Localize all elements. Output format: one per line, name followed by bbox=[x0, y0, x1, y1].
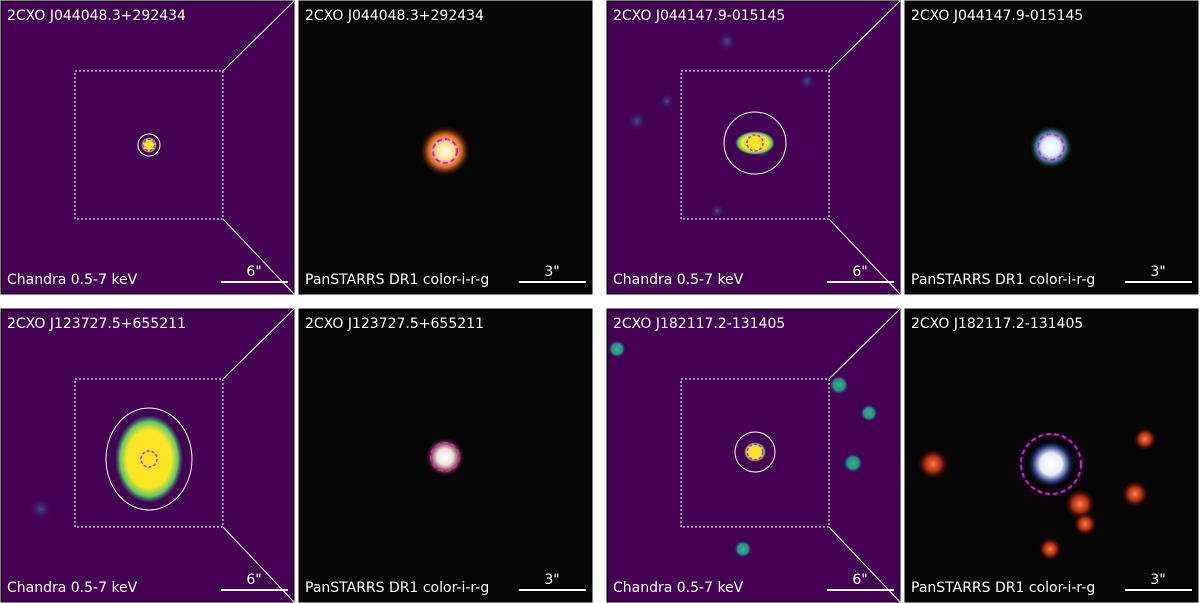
scale-label: 3" bbox=[544, 264, 559, 280]
faint-source bbox=[860, 404, 878, 422]
optical-position bbox=[746, 134, 764, 152]
panel-title: 2CXO J182117.2-131405 bbox=[613, 316, 785, 332]
faint-source bbox=[829, 375, 849, 395]
scale-label: 6" bbox=[246, 572, 261, 588]
faint-source bbox=[709, 203, 725, 219]
xray-position bbox=[432, 138, 458, 164]
image-panel: 2CXO J044147.9-015145 PanSTARRS DR1 color… bbox=[904, 0, 1199, 295]
panel-caption: PanSTARRS DR1 color-i-r-g bbox=[911, 272, 1095, 288]
xray-position bbox=[1020, 433, 1082, 495]
image-panel: 2CXO J123727.5+655211 Chandra 0.5-7 keV 6" bbox=[0, 308, 295, 603]
background-source bbox=[1073, 512, 1097, 536]
zoom-line bbox=[828, 0, 901, 72]
zoom-line bbox=[222, 308, 295, 380]
image-panel: 2CXO J044048.3+292434 Chandra 0.5-7 keV 6" bbox=[0, 0, 295, 295]
panel-caption: PanSTARRS DR1 color-i-r-g bbox=[305, 580, 489, 596]
panel-title: 2CXO J044048.3+292434 bbox=[305, 8, 484, 24]
zoom-line bbox=[828, 308, 901, 380]
source-region bbox=[734, 431, 776, 473]
xray-position bbox=[430, 442, 460, 472]
panel-caption: Chandra 0.5-7 keV bbox=[7, 272, 138, 288]
faint-source bbox=[717, 31, 737, 51]
source-blob bbox=[735, 131, 775, 155]
source-region bbox=[105, 407, 193, 511]
image-panel: 2CXO J182117.2-131405 Chandra 0.5-7 keV 6" bbox=[606, 308, 901, 603]
zoom-line bbox=[222, 0, 295, 72]
faint-source bbox=[798, 72, 816, 90]
panel-title: 2CXO J044147.9-015145 bbox=[613, 8, 785, 24]
scale-label: 3" bbox=[1150, 572, 1165, 588]
panel-caption: Chandra 0.5-7 keV bbox=[613, 580, 744, 596]
xray-position bbox=[1037, 133, 1065, 161]
zoom-box bbox=[74, 378, 224, 528]
scale-label: 3" bbox=[1150, 264, 1165, 280]
optical-position bbox=[746, 443, 764, 461]
zoom-box bbox=[74, 70, 224, 220]
image-panel: 2CXO J044048.3+292434 PanSTARRS DR1 color… bbox=[298, 0, 593, 295]
image-panel: 2CXO J044147.9-015145 Chandra 0.5-7 keV 6" bbox=[606, 0, 901, 295]
panel-title: 2CXO J044048.3+292434 bbox=[7, 8, 186, 24]
background-source bbox=[1064, 488, 1096, 520]
scale-label: 6" bbox=[246, 264, 261, 280]
background-source bbox=[1038, 537, 1062, 561]
scale-label: 6" bbox=[852, 264, 867, 280]
panel-title: 2CXO J123727.5+655211 bbox=[305, 316, 484, 332]
panel-title: 2CXO J123727.5+655211 bbox=[7, 316, 186, 332]
source-region bbox=[137, 133, 161, 157]
zoom-box bbox=[680, 70, 830, 220]
panel-title: 2CXO J182117.2-131405 bbox=[911, 316, 1083, 332]
background-source bbox=[1121, 480, 1149, 508]
panel-caption: Chandra 0.5-7 keV bbox=[7, 580, 138, 596]
scale-label: 6" bbox=[852, 572, 867, 588]
panel-title: 2CXO J044147.9-015145 bbox=[911, 8, 1083, 24]
faint-source bbox=[843, 453, 863, 473]
faint-source bbox=[29, 497, 53, 521]
source-blob bbox=[1029, 125, 1073, 169]
background-source bbox=[1133, 427, 1157, 451]
source-blob bbox=[1027, 440, 1075, 488]
background-source bbox=[917, 448, 949, 480]
zoom-box bbox=[680, 378, 830, 528]
source-blob bbox=[115, 415, 183, 503]
panel-caption: Chandra 0.5-7 keV bbox=[613, 272, 744, 288]
panel-caption: PanSTARRS DR1 color-i-r-g bbox=[911, 580, 1095, 596]
faint-source bbox=[734, 540, 752, 558]
scale-label: 3" bbox=[544, 572, 559, 588]
image-panel: 2CXO J123727.5+655211 PanSTARRS DR1 color… bbox=[298, 308, 593, 603]
source-region bbox=[723, 111, 787, 175]
faint-source bbox=[659, 93, 675, 109]
faint-source bbox=[627, 111, 647, 131]
image-panel: 2CXO J182117.2-131405 PanSTARRS DR1 color… bbox=[904, 308, 1199, 603]
optical-position bbox=[140, 450, 158, 468]
source-blob bbox=[419, 125, 471, 177]
panel-caption: PanSTARRS DR1 color-i-r-g bbox=[305, 272, 489, 288]
faint-source bbox=[608, 340, 626, 358]
optical-position bbox=[142, 138, 156, 152]
